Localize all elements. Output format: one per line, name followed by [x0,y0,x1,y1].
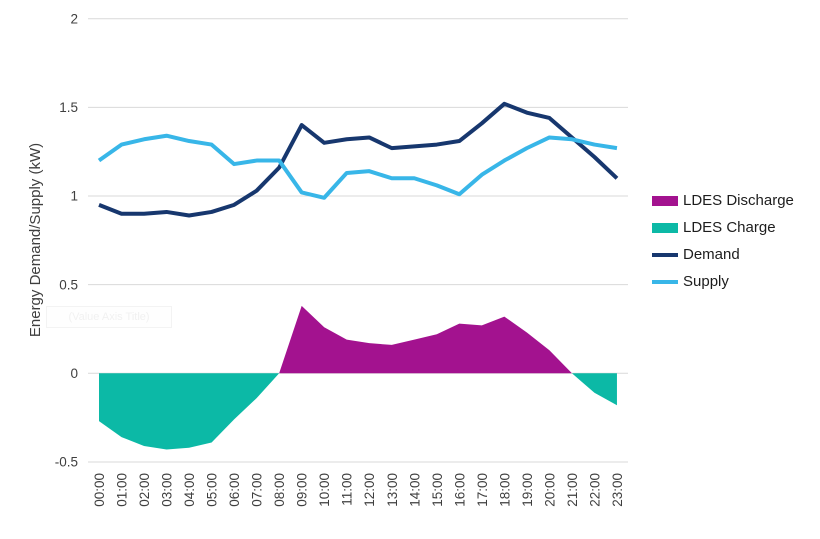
legend-label: LDES Discharge [683,192,794,209]
legend-item-ldes-charge: LDES Charge [652,214,794,241]
x-tick-label: 22:00 [587,473,602,507]
x-tick-label: 18:00 [497,473,512,507]
x-tick-label: 01:00 [115,473,130,507]
legend-item-supply: Supply [652,268,794,295]
x-tick-label: 04:00 [182,473,197,507]
x-tick-label: 06:00 [227,473,242,507]
axis-title-placeholder-watermark: (Value Axis Title) [46,306,172,328]
x-tick-label: 00:00 [92,473,107,507]
y-tick-label: 1.5 [59,100,78,115]
x-tick-label: 16:00 [452,473,467,507]
x-tick-label: 08:00 [272,473,287,507]
y-axis-title: Energy Demand/Supply (kW) [27,142,44,338]
legend-swatch-supply [652,279,678,284]
x-tick-label: 17:00 [475,473,490,507]
x-tick-label: 07:00 [250,473,265,507]
y-tick-label: 1 [70,189,78,204]
series-supply-line [97,133,618,200]
x-tick-label: 19:00 [520,473,535,507]
x-tick-label: 13:00 [385,473,400,507]
legend: LDES Discharge LDES Charge Demand Supply [652,187,794,295]
series-demand-line [98,101,619,218]
x-tick-label: 03:00 [160,473,175,507]
x-tick-label: 02:00 [137,473,152,507]
legend-label: LDES Charge [683,219,776,236]
y-tick-label: 0.5 [59,277,78,292]
x-tick-label: 21:00 [565,473,580,507]
x-tick-label: 05:00 [205,473,220,507]
x-tick-label: 14:00 [407,473,422,507]
x-tick-label: 11:00 [340,473,355,506]
x-tick-label: 20:00 [542,473,557,507]
x-tick-label: 12:00 [362,473,377,507]
legend-item-ldes-discharge: LDES Discharge [652,187,794,214]
legend-label: Supply [683,273,729,290]
y-tick-label: -0.5 [55,455,78,470]
x-tick-label: 23:00 [610,473,625,507]
legend-label: Demand [683,246,740,263]
y-tick-label: 2 [70,11,78,26]
legend-swatch-demand [652,252,678,257]
x-tick-label: 15:00 [430,473,445,507]
legend-item-demand: Demand [652,241,794,268]
y-tick-label: 0 [70,366,78,381]
x-tick-label: 09:00 [295,473,310,507]
series-ldes-discharge-area [99,305,617,374]
x-tick-label: 10:00 [317,473,332,507]
legend-swatch-ldes-charge [652,222,678,233]
series-ldes-charge-area [99,373,617,450]
legend-swatch-ldes-discharge [652,195,678,206]
